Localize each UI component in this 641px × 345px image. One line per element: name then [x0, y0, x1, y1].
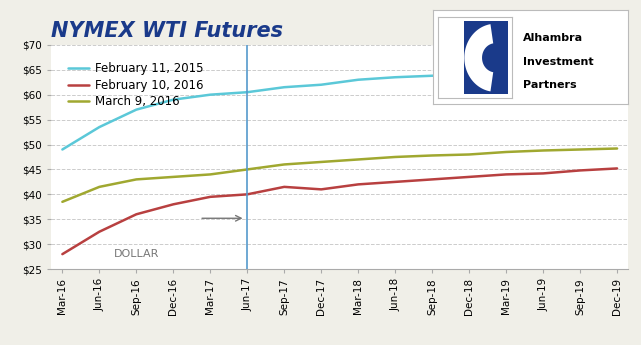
February 11, 2015	[317, 83, 325, 87]
February 11, 2015	[354, 78, 362, 82]
February 11, 2015	[465, 73, 473, 77]
February 11, 2015	[244, 90, 251, 94]
March 9, 2016	[576, 147, 584, 151]
February 10, 2016	[354, 182, 362, 186]
February 11, 2015	[576, 68, 584, 72]
Text: NYMEX WTI Futures: NYMEX WTI Futures	[51, 20, 283, 40]
March 9, 2016	[58, 200, 66, 204]
February 10, 2016	[576, 168, 584, 172]
February 10, 2016	[206, 195, 214, 199]
March 9, 2016	[206, 172, 214, 177]
Text: DOLLAR: DOLLAR	[113, 249, 159, 259]
Text: Alhambra: Alhambra	[522, 33, 583, 43]
February 11, 2015	[392, 75, 399, 79]
February 11, 2015	[280, 85, 288, 89]
February 10, 2016	[428, 177, 436, 181]
February 11, 2015	[428, 74, 436, 78]
March 9, 2016	[244, 167, 251, 171]
February 10, 2016	[96, 230, 103, 234]
February 11, 2015	[539, 69, 547, 73]
Line: February 10, 2016: February 10, 2016	[62, 168, 617, 254]
February 10, 2016	[503, 172, 510, 177]
February 11, 2015	[206, 92, 214, 97]
March 9, 2016	[392, 155, 399, 159]
February 10, 2016	[613, 166, 621, 170]
March 9, 2016	[428, 154, 436, 158]
March 9, 2016	[539, 148, 547, 152]
February 10, 2016	[539, 171, 547, 176]
February 11, 2015	[58, 147, 66, 151]
February 10, 2016	[58, 252, 66, 256]
March 9, 2016	[613, 146, 621, 150]
Legend: February 11, 2015, February 10, 2016, March 9, 2016: February 11, 2015, February 10, 2016, Ma…	[63, 58, 208, 113]
Text: Investment: Investment	[522, 57, 593, 67]
March 9, 2016	[133, 177, 140, 181]
March 9, 2016	[169, 175, 177, 179]
February 11, 2015	[133, 108, 140, 112]
Line: March 9, 2016: March 9, 2016	[62, 148, 617, 202]
February 10, 2016	[133, 212, 140, 216]
March 9, 2016	[317, 160, 325, 164]
February 10, 2016	[244, 192, 251, 196]
February 10, 2016	[317, 187, 325, 191]
March 9, 2016	[280, 162, 288, 167]
February 11, 2015	[503, 70, 510, 74]
March 9, 2016	[465, 152, 473, 157]
March 9, 2016	[503, 150, 510, 154]
February 10, 2016	[392, 180, 399, 184]
Line: February 11, 2015: February 11, 2015	[62, 67, 617, 149]
March 9, 2016	[354, 157, 362, 161]
February 11, 2015	[613, 65, 621, 69]
Text: Partners: Partners	[522, 80, 576, 90]
February 11, 2015	[96, 125, 103, 129]
Bar	[463, 21, 508, 94]
February 11, 2015	[169, 98, 177, 102]
Polygon shape	[464, 24, 493, 91]
February 10, 2016	[169, 202, 177, 206]
February 10, 2016	[465, 175, 473, 179]
March 9, 2016	[96, 185, 103, 189]
February 10, 2016	[280, 185, 288, 189]
